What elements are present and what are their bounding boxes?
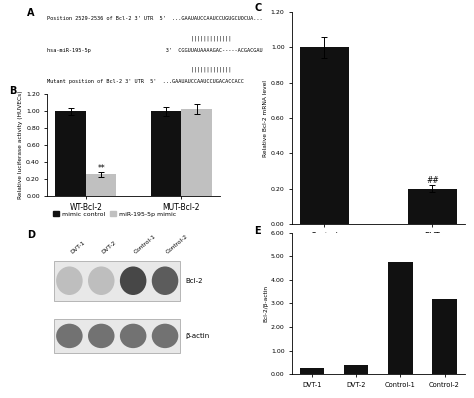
Text: β-actin: β-actin — [185, 333, 210, 339]
Text: Mutant position of Bcl-2 3' UTR  5'  ...GAAUAUCCAAUCCUGACACCACC: Mutant position of Bcl-2 3' UTR 5' ...GA… — [47, 79, 244, 84]
Ellipse shape — [152, 267, 178, 295]
Bar — [344, 365, 368, 374]
Bar — [388, 262, 412, 374]
Text: hsa-miR-195-5p                        3'  CGGUUAUAAAAGAC-----ACGACGAU: hsa-miR-195-5p 3' CGGUUAUAAAAGAC-----ACG… — [47, 47, 263, 53]
Bar — [86, 174, 117, 195]
Text: Control-2: Control-2 — [165, 234, 189, 255]
Ellipse shape — [56, 324, 82, 348]
Y-axis label: Relative Bcl-2 mRNA level: Relative Bcl-2 mRNA level — [263, 80, 268, 156]
Bar — [300, 47, 348, 224]
Text: ##: ## — [426, 176, 439, 185]
Text: C: C — [254, 4, 262, 14]
Ellipse shape — [88, 324, 115, 348]
Text: **: ** — [97, 164, 105, 173]
FancyBboxPatch shape — [55, 261, 180, 300]
Ellipse shape — [56, 267, 82, 295]
Text: B: B — [9, 86, 17, 96]
Bar — [408, 189, 456, 224]
Bar — [55, 111, 86, 195]
Bar — [300, 368, 324, 374]
FancyBboxPatch shape — [55, 319, 180, 353]
Bar — [182, 109, 212, 195]
Text: E: E — [254, 226, 261, 236]
Ellipse shape — [88, 267, 115, 295]
Text: Control-1: Control-1 — [133, 234, 157, 255]
Bar — [432, 298, 456, 374]
Ellipse shape — [120, 324, 146, 348]
Text: Position 2529-2536 of Bcl-2 3' UTR  5'  ...GAAUAUCCAAUCCUGUGCUOCUA...: Position 2529-2536 of Bcl-2 3' UTR 5' ..… — [47, 16, 263, 21]
Y-axis label: Bcl-2/β-actin: Bcl-2/β-actin — [263, 285, 268, 322]
Text: Bcl-2: Bcl-2 — [185, 278, 203, 284]
Bar — [151, 111, 182, 195]
Text: A: A — [27, 8, 34, 18]
Text: D: D — [27, 230, 35, 240]
Text: DVT-2: DVT-2 — [101, 240, 118, 255]
Ellipse shape — [120, 267, 146, 295]
Legend: mimic control, miR-195-5p mimic: mimic control, miR-195-5p mimic — [51, 209, 179, 219]
Text: DVT-1: DVT-1 — [69, 240, 86, 255]
Ellipse shape — [152, 324, 178, 348]
Text: |||||||||||||: ||||||||||||| — [47, 36, 232, 41]
Y-axis label: Relative luciferase activity (HUVECs): Relative luciferase activity (HUVECs) — [18, 91, 23, 199]
Text: |||||||||||||: ||||||||||||| — [47, 67, 232, 72]
